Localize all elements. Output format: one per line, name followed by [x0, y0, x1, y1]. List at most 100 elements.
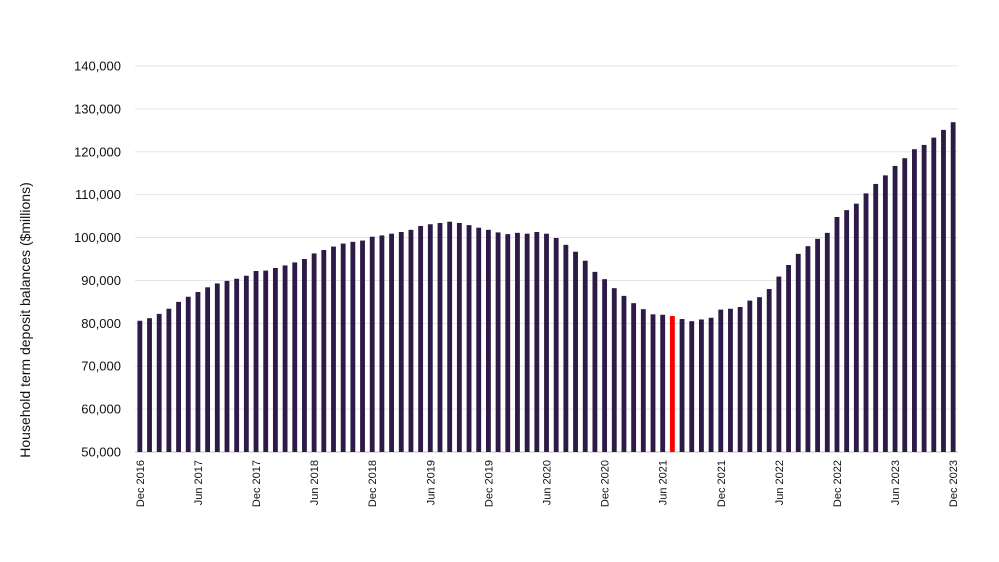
bar [398, 231, 404, 452]
bar [941, 129, 946, 452]
bar [844, 210, 850, 452]
bar [331, 246, 336, 452]
bar [786, 265, 791, 452]
bar [776, 276, 782, 452]
bar [214, 283, 220, 452]
bar [205, 287, 211, 452]
bar [931, 137, 937, 452]
bar [253, 271, 259, 452]
x-tick-label: Jun 2021 [658, 460, 670, 505]
bar [757, 297, 762, 452]
bar [563, 244, 569, 452]
bar [427, 224, 433, 452]
bar [631, 303, 637, 452]
bar [679, 319, 685, 452]
bar [185, 296, 191, 452]
bar [902, 158, 908, 452]
bar [176, 301, 181, 452]
bar [495, 232, 501, 452]
bar [263, 270, 269, 452]
y-tick-label: 70,000 [81, 359, 121, 374]
y-axis-title: Household term deposit balances ($millio… [17, 182, 33, 457]
bar [737, 307, 743, 452]
bar [292, 262, 298, 452]
bar [824, 232, 830, 452]
bar [418, 225, 424, 452]
bar [728, 308, 733, 452]
bar [805, 246, 811, 452]
y-tick-label: 140,000 [74, 59, 121, 74]
bar [747, 300, 753, 452]
bar [350, 241, 356, 452]
highlighted-bar [669, 316, 675, 452]
bar [660, 314, 666, 452]
bar [389, 233, 395, 452]
bar [873, 183, 879, 452]
bar [611, 288, 617, 452]
bar [466, 225, 472, 452]
x-tick-label: Dec 2016 [135, 460, 147, 507]
bar [950, 122, 956, 452]
x-tick-label: Jun 2020 [542, 460, 554, 505]
x-tick-label: Jun 2018 [309, 460, 321, 505]
bar [650, 314, 656, 452]
y-axis-tick-labels: 50,000 60,000 70,000 80,000 90,000 100,000 110… [74, 59, 121, 460]
bar [485, 229, 491, 452]
bar [853, 203, 859, 452]
bar [379, 235, 385, 452]
bar [534, 231, 540, 452]
bar [815, 238, 821, 452]
y-tick-label: 110,000 [75, 187, 121, 202]
bar [921, 144, 927, 452]
bar [718, 309, 724, 452]
x-tick-label: Dec 2018 [367, 460, 379, 507]
bar [369, 236, 375, 452]
bar [311, 253, 317, 452]
x-tick-label: Dec 2022 [832, 460, 844, 507]
y-tick-label: 60,000 [81, 402, 121, 417]
bar [340, 243, 346, 452]
bar [234, 278, 240, 452]
bar [912, 149, 917, 452]
y-tick-label: 90,000 [81, 273, 121, 288]
bar [437, 222, 443, 452]
bar [573, 251, 578, 452]
x-tick-label: Jun 2023 [890, 460, 902, 505]
y-tick-label: 80,000 [81, 316, 121, 331]
bar [698, 319, 704, 452]
bar [476, 227, 482, 452]
bar [243, 275, 249, 452]
bar [302, 259, 307, 452]
bar [640, 309, 646, 452]
bar [282, 265, 288, 452]
bar [137, 320, 143, 452]
bar [224, 280, 230, 452]
bar [766, 289, 772, 452]
bar [156, 313, 162, 452]
bar [456, 222, 462, 452]
bar [834, 216, 840, 452]
x-tick-label: Dec 2020 [600, 460, 612, 507]
bar [272, 268, 278, 452]
bar [795, 253, 801, 452]
y-tick-label: 130,000 [74, 101, 121, 116]
x-tick-label: Jun 2017 [193, 460, 205, 505]
bar [882, 175, 888, 452]
bar [447, 221, 453, 452]
y-tick-label: 50,000 [81, 445, 121, 460]
x-tick-label: Jun 2022 [774, 460, 786, 505]
x-tick-label: Dec 2017 [251, 460, 263, 507]
x-tick-label: Dec 2023 [948, 460, 960, 507]
y-tick-label: 100,000 [74, 230, 121, 245]
x-axis-tick-labels: Dec 2016 Jun 2017 Dec 2017 Jun 2018 Dec 2018… [135, 460, 960, 507]
bar [592, 271, 598, 452]
bar [515, 232, 520, 452]
bar [582, 260, 588, 452]
bar [360, 240, 365, 452]
bar [553, 237, 559, 452]
bar [621, 295, 627, 452]
bar [166, 308, 172, 452]
bar [524, 233, 530, 452]
